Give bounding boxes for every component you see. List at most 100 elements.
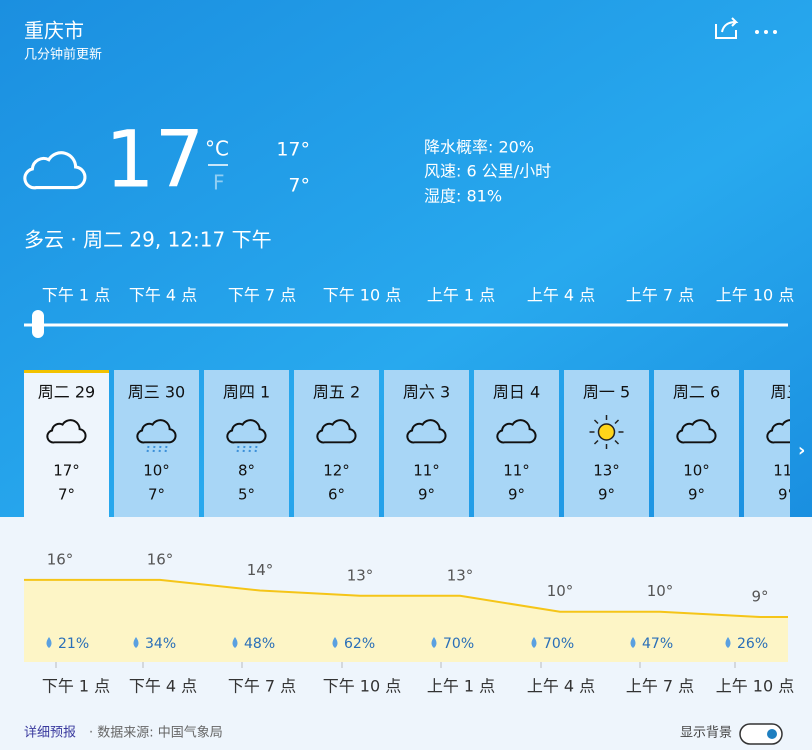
sun-icon: [597, 423, 616, 441]
more-button[interactable]: [755, 30, 777, 34]
day-card[interactable]: [24, 370, 109, 517]
toggle-knob: [767, 729, 777, 739]
slider-thumb[interactable]: [32, 310, 44, 338]
day-low: 9°: [688, 486, 705, 504]
day-label: 周二 29: [38, 383, 95, 402]
temp-label: 9°: [751, 588, 768, 606]
drop-icon: [431, 637, 437, 648]
drop-icon: [133, 637, 139, 648]
day-card[interactable]: [384, 370, 469, 517]
day-high: 10°: [143, 462, 170, 480]
summary: 多云 · 周二 29, 12:17 下午: [24, 228, 272, 252]
temp-label: 13°: [447, 566, 474, 584]
day-label: 周四 1: [223, 383, 270, 402]
rain-drop: [236, 445, 240, 453]
temp-label: 14°: [247, 561, 274, 579]
rain-drop: [164, 445, 168, 453]
x-label: 上午 4 点: [527, 677, 595, 696]
unit-c[interactable]: °C: [205, 137, 229, 161]
sun-ray: [593, 439, 599, 445]
day-card[interactable]: [744, 370, 812, 517]
drop-icon: [531, 637, 537, 648]
rain-drop: [158, 445, 162, 453]
day-label: 周三: [770, 383, 802, 402]
day-card[interactable]: [564, 370, 649, 517]
temp-label: 10°: [547, 582, 574, 600]
source: · 数据来源: 中国气象局: [89, 725, 223, 741]
sun-ray: [614, 419, 620, 425]
temp-label: 13°: [347, 566, 374, 584]
day-low: 9°: [508, 486, 525, 504]
day-high: 12°: [323, 462, 350, 480]
x-label: 下午 1 点: [42, 677, 110, 696]
share-button[interactable]: [715, 17, 739, 39]
detail-link[interactable]: 详细预报: [24, 726, 76, 741]
humidity: 湿度: 81%: [424, 187, 502, 206]
day-low: 9°: [418, 486, 435, 504]
precip: 降水概率: 20%: [424, 138, 534, 157]
rain-drop: [242, 445, 246, 453]
precip-label: 48%: [244, 636, 275, 652]
x-label: 上午 1 点: [427, 677, 495, 696]
precip-label: 62%: [344, 636, 375, 652]
temp-label: 16°: [47, 550, 74, 568]
rain-drop: [248, 445, 252, 453]
drop-icon: [332, 637, 338, 648]
slider-label: 上午 4 点: [527, 286, 595, 305]
day-label: 周一 5: [583, 383, 630, 402]
day-card[interactable]: [474, 370, 559, 517]
drop-icon: [46, 637, 52, 648]
slider-label: 下午 1 点: [42, 286, 110, 305]
day-high: 17°: [53, 462, 80, 480]
day-low: 5°: [238, 486, 255, 504]
temp-label: 10°: [647, 582, 674, 600]
day-label: 周六 3: [403, 383, 450, 402]
x-label: 下午 4 点: [129, 677, 197, 696]
day-high: 11°: [413, 462, 440, 480]
precip-label: 34%: [145, 636, 176, 652]
next-arrow[interactable]: ›: [798, 440, 805, 461]
day-low: 7°: [148, 486, 165, 504]
rain-drop: [152, 445, 156, 453]
day-card[interactable]: [114, 370, 199, 517]
slider-label: 下午 7 点: [228, 286, 296, 305]
x-label: 下午 7 点: [228, 677, 296, 696]
slider-label: 上午 10 点: [716, 286, 795, 305]
x-label: 下午 10 点: [323, 677, 402, 696]
day-card[interactable]: [654, 370, 739, 517]
temp-label: 16°: [147, 550, 174, 568]
city: 重庆市: [24, 19, 84, 43]
precip-label: 70%: [543, 636, 574, 652]
day-label: 周日 4: [493, 383, 540, 402]
x-label: 上午 7 点: [626, 677, 694, 696]
day-low: 7°: [58, 486, 75, 504]
drop-icon: [725, 637, 731, 648]
low: 7°: [288, 175, 310, 197]
day-card[interactable]: [294, 370, 379, 517]
sun-ray: [593, 419, 599, 425]
precip-label: 47%: [642, 636, 673, 652]
slider-label: 上午 1 点: [427, 286, 495, 305]
rain-drop: [146, 445, 150, 453]
day-high: 13°: [593, 462, 620, 480]
unit-f[interactable]: F: [213, 171, 225, 195]
updated: 几分钟前更新: [24, 47, 102, 63]
slider-label: 下午 10 点: [323, 286, 402, 305]
drop-icon: [232, 637, 238, 648]
day-high: 11°: [503, 462, 530, 480]
day-label: 周二 6: [673, 383, 720, 402]
day-low: 9°: [778, 486, 795, 504]
precip-label: 70%: [443, 636, 474, 652]
rain-drop: [254, 445, 258, 453]
slider-label: 下午 4 点: [129, 286, 197, 305]
toggle[interactable]: [739, 723, 783, 745]
toggle-label: 显示背景: [680, 726, 732, 741]
day-high: 8°: [238, 462, 255, 480]
precip-label: 21%: [58, 636, 89, 652]
temp-line: [60, 578, 761, 618]
sun-ray: [614, 439, 620, 445]
drop-icon: [630, 637, 636, 648]
day-low: 6°: [328, 486, 345, 504]
day-card[interactable]: [204, 370, 289, 517]
